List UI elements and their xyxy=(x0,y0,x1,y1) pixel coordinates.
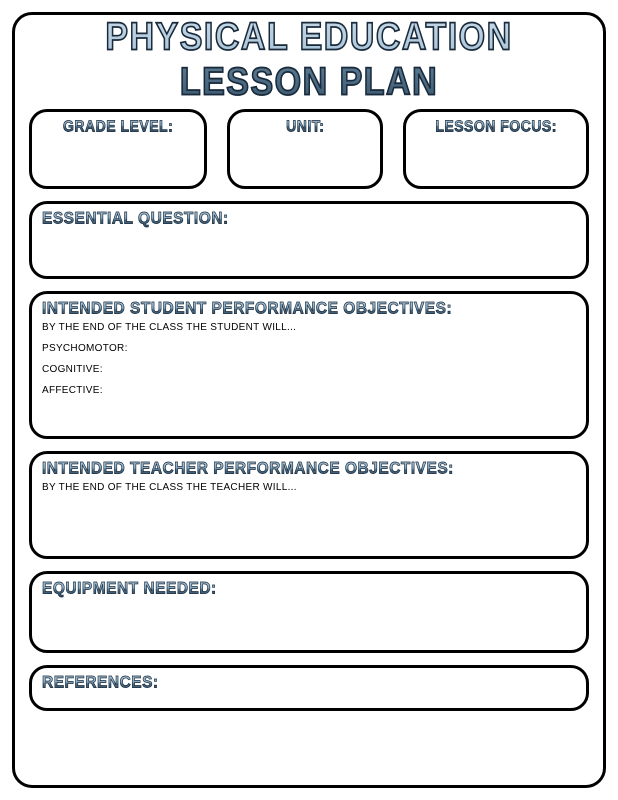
grade-level-box: GRADE LEVEL: xyxy=(29,109,207,189)
references-heading: REFERENCES: xyxy=(42,673,159,693)
essential-question-box: ESSENTIAL QUESTION: xyxy=(29,201,589,279)
cognitive-label: COGNITIVE: xyxy=(42,364,576,375)
unit-label: UNIT: xyxy=(238,117,372,135)
lesson-focus-box: LESSON FOCUS: xyxy=(403,109,589,189)
psychomotor-label: PSYCHOMOTOR: xyxy=(42,343,576,354)
grade-level-label: GRADE LEVEL: xyxy=(40,117,196,135)
student-objectives-heading: INTENDED STUDENT PERFORMANCE OBJECTIVES: xyxy=(42,299,452,319)
unit-box: UNIT: xyxy=(227,109,383,189)
top-row: GRADE LEVEL: UNIT: LESSON FOCUS: xyxy=(29,109,589,189)
teacher-objectives-heading: INTENDED TEACHER PERFORMANCE OBJECTIVES: xyxy=(42,459,454,479)
student-objectives-box: INTENDED STUDENT PERFORMANCE OBJECTIVES:… xyxy=(29,291,589,439)
references-box: REFERENCES: xyxy=(29,665,589,711)
teacher-objectives-box: INTENDED TEACHER PERFORMANCE OBJECTIVES:… xyxy=(29,451,589,559)
essential-question-heading: ESSENTIAL QUESTION: xyxy=(42,209,229,229)
equipment-box: EQUIPMENT NEEDED: xyxy=(29,571,589,653)
page-frame: PHYSICAL EDUCATION LESSON PLAN GRADE LEV… xyxy=(12,12,606,788)
page-title: PHYSICAL EDUCATION LESSON PLAN xyxy=(29,15,589,105)
student-objectives-sub: BY THE END OF THE CLASS THE STUDENT WILL… xyxy=(42,322,576,333)
lesson-focus-label: LESSON FOCUS: xyxy=(414,117,578,135)
equipment-heading: EQUIPMENT NEEDED: xyxy=(42,579,217,599)
teacher-objectives-sub: BY THE END OF THE CLASS THE TEACHER WILL… xyxy=(42,482,576,493)
affective-label: AFFECTIVE: xyxy=(42,385,576,396)
